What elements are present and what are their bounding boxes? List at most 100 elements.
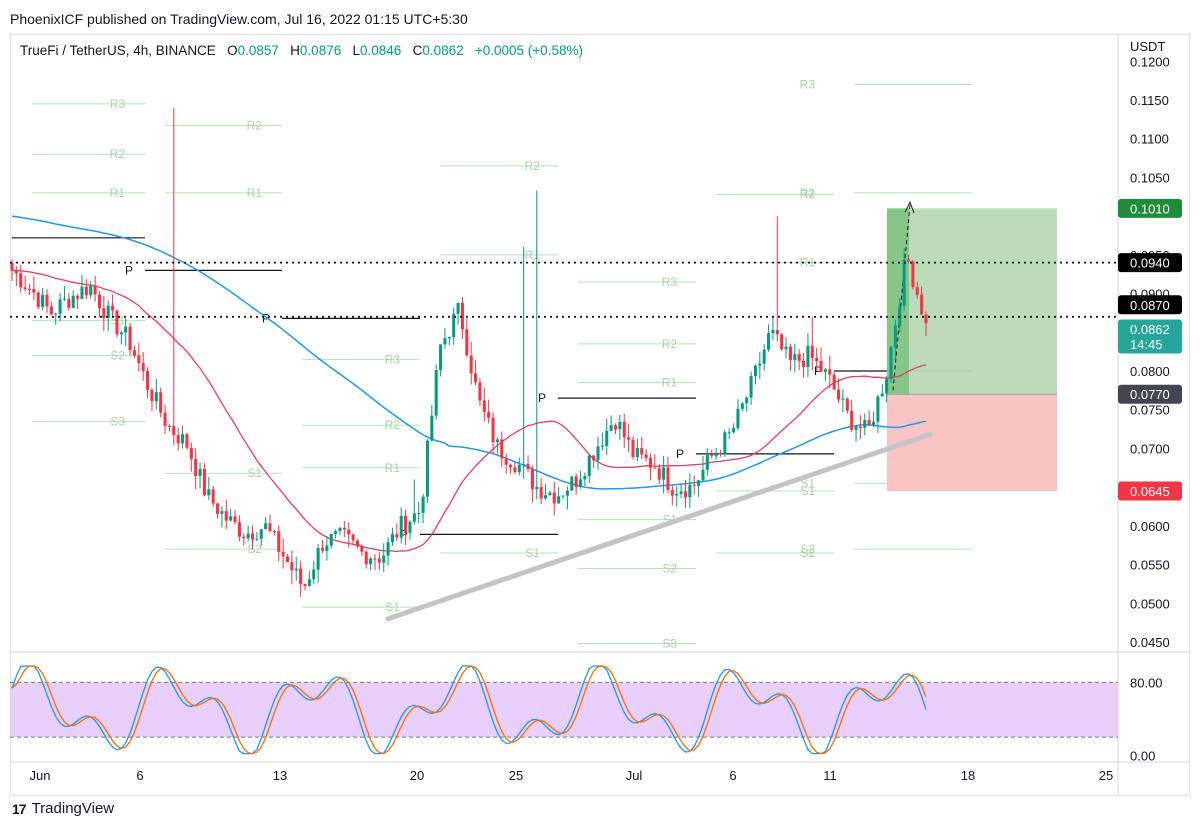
- pivot-label: R3: [110, 97, 126, 111]
- candle-body: [167, 425, 171, 427]
- pivot-label: R2: [247, 119, 263, 133]
- chart-frame: [10, 34, 1190, 796]
- candle-body: [683, 491, 688, 498]
- candle-body: [439, 344, 443, 371]
- candle-body: [19, 273, 23, 288]
- tradingview-logo-icon: 17: [12, 800, 27, 817]
- pivot-label: R1: [385, 461, 401, 475]
- candle-body: [653, 467, 657, 469]
- candle-body: [382, 555, 386, 563]
- candle-body: [788, 346, 792, 361]
- candle-body: [648, 457, 653, 468]
- candle-body: [657, 468, 661, 480]
- candle-body: [194, 458, 198, 477]
- moving-averages: [11, 200, 927, 553]
- candle-body: [924, 314, 928, 323]
- candle-body: [312, 569, 316, 580]
- candle-body: [670, 489, 674, 496]
- candle-body: [517, 465, 521, 473]
- candle-body: [316, 548, 320, 570]
- pivot-label: S2: [247, 542, 262, 556]
- candle-body: [535, 486, 539, 490]
- candle-body: [578, 479, 583, 487]
- candle-body: [181, 434, 185, 444]
- pivot-label: S2: [110, 349, 125, 363]
- candle-body: [767, 333, 771, 350]
- price-axis-unit: USDT: [1130, 39, 1165, 54]
- candle-body: [216, 503, 220, 514]
- candle-body: [277, 531, 281, 552]
- candle-body: [111, 305, 115, 311]
- candle-body: [823, 369, 827, 372]
- candle-body: [460, 302, 464, 330]
- candle-body: [609, 425, 613, 431]
- candle-body: [727, 432, 731, 434]
- candle-body: [137, 355, 141, 364]
- candle-body: [334, 531, 338, 534]
- candle-body: [115, 310, 119, 335]
- candle-body: [701, 469, 705, 481]
- candle-body: [539, 486, 543, 499]
- pivot-label: S1: [800, 484, 815, 498]
- candle-body: [797, 354, 801, 361]
- candle-body: [58, 299, 62, 314]
- candle-body: [259, 529, 263, 539]
- stochastic-k-line: [11, 665, 927, 755]
- candle-body: [447, 337, 451, 339]
- candle-body: [272, 530, 276, 532]
- pivot-p-label: P: [125, 263, 133, 277]
- stop-zone: [887, 394, 1057, 492]
- high-value: 0.0876: [299, 43, 342, 58]
- trendline: [385, 431, 933, 622]
- candle-body: [613, 425, 618, 430]
- change-value: +0.0005 (+0.58%): [474, 43, 583, 58]
- price-tick-label: 0.0550: [1130, 558, 1170, 573]
- candle-body: [220, 511, 224, 514]
- candle-body: [399, 515, 403, 538]
- candle-body: [10, 262, 14, 271]
- pivot-label: R2: [800, 187, 816, 201]
- candle-body: [207, 489, 211, 496]
- target-zone: [887, 208, 1057, 395]
- candle-body: [469, 355, 473, 374]
- candle-body: [600, 445, 604, 447]
- candle-body: [561, 495, 565, 497]
- chart-legend: TrueFi / TetherUS, 4h, BINANCE O0.0857 H…: [20, 43, 583, 58]
- price-label-text: 0.0770: [1130, 387, 1170, 402]
- candle-body: [159, 392, 163, 413]
- candle-body: [377, 558, 381, 563]
- pivot-label: R2: [800, 186, 816, 200]
- candle-body: [443, 338, 447, 345]
- symbol-label[interactable]: TrueFi / TetherUS, 4h, BINANCE: [20, 43, 216, 58]
- candle-body: [185, 434, 189, 448]
- candle-body: [482, 400, 486, 412]
- candle-body: [14, 270, 18, 274]
- pivot-label: S1: [247, 466, 262, 480]
- candle-body: [552, 492, 556, 504]
- time-axis[interactable]: Jun 6 13 20 25 Jul 6 11 18 25: [30, 768, 1114, 783]
- candle-body: [845, 398, 849, 411]
- candle-body: [644, 454, 648, 458]
- pivot-label: R1: [800, 256, 816, 270]
- price-tick-label: 0.1200: [1130, 54, 1170, 69]
- projection-arrowhead: [904, 200, 915, 214]
- price-tick-label: 0.1050: [1130, 170, 1170, 185]
- candle-body: [495, 439, 499, 443]
- candle-body: [146, 370, 150, 390]
- high-label: H: [290, 43, 300, 58]
- low-value: 0.0846: [360, 43, 402, 58]
- candle-body: [697, 480, 701, 486]
- candle-body: [412, 513, 416, 522]
- candle-body: [828, 369, 832, 375]
- candle-body: [640, 448, 644, 455]
- stochastic-pane: 80.00 0.00: [10, 665, 1163, 763]
- price-tick-label: 0.1150: [1130, 93, 1169, 108]
- close-value: 0.0862: [422, 43, 464, 58]
- price-label-badge: [1118, 384, 1182, 404]
- time-tick-label: 6: [136, 768, 143, 783]
- candle-body: [233, 516, 237, 523]
- candle-body: [692, 484, 696, 486]
- pivot-p-label: P: [676, 447, 684, 461]
- candle-body: [154, 392, 158, 402]
